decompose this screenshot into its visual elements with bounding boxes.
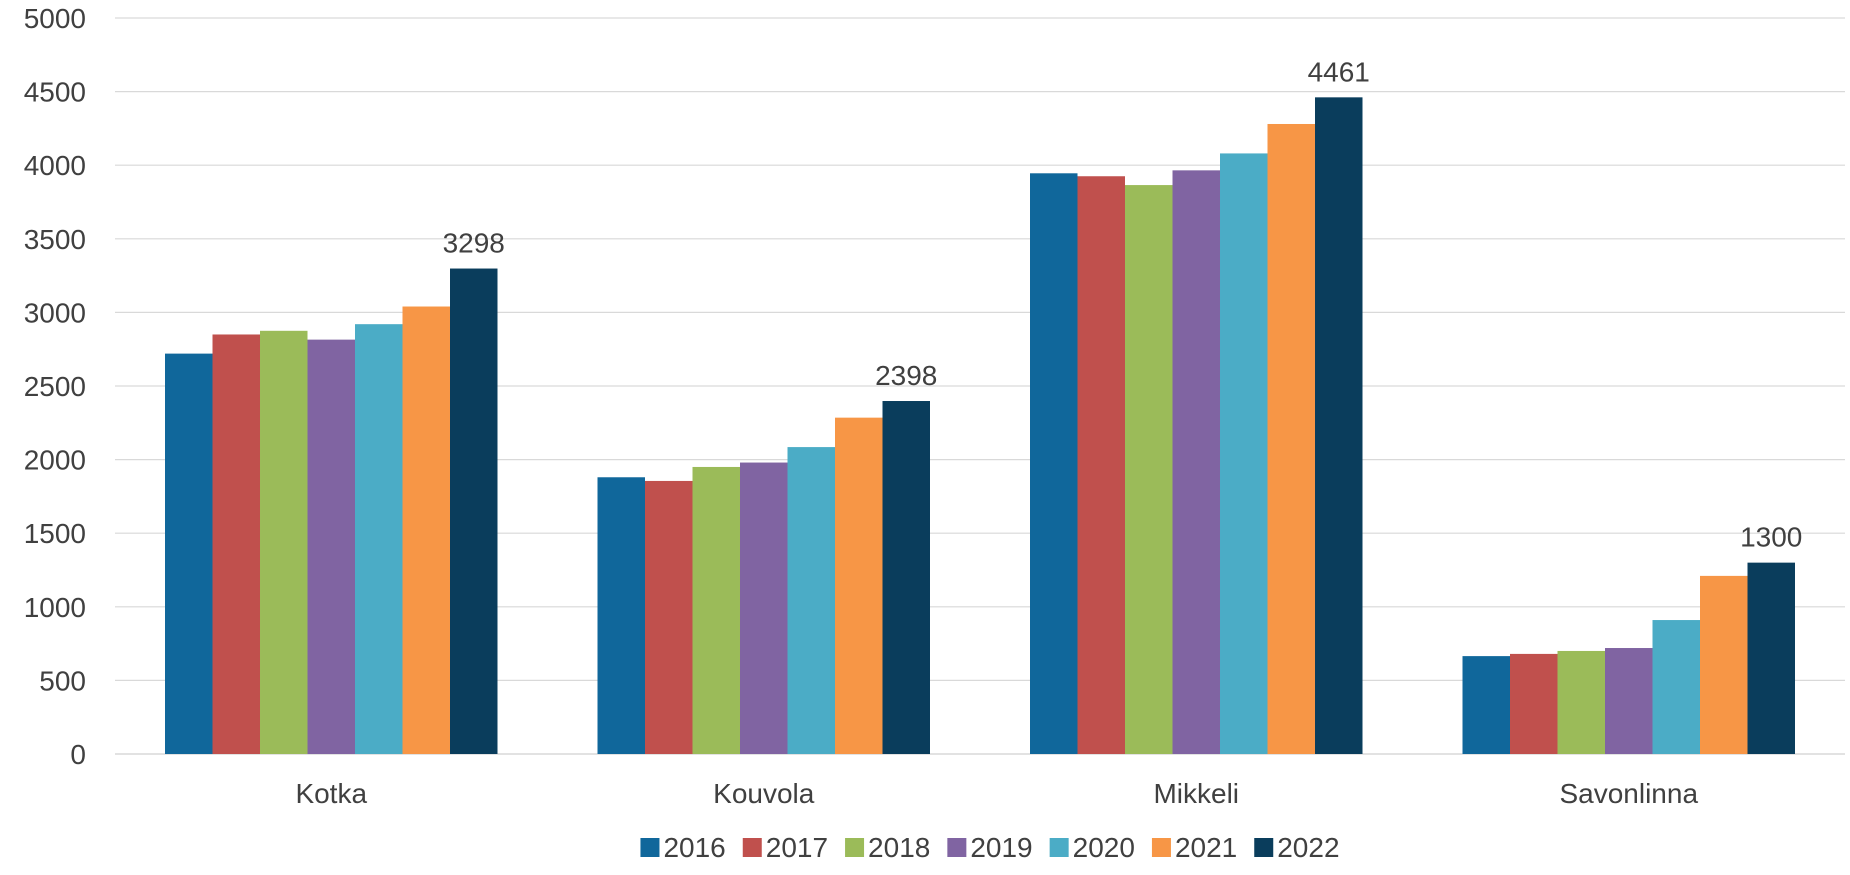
legend-item-2017: 2017 xyxy=(742,832,828,863)
y-tick-label: 500 xyxy=(39,665,86,696)
legend-item-2022: 2022 xyxy=(1254,832,1340,863)
data-label: 3298 xyxy=(443,228,505,259)
bars xyxy=(165,97,1795,755)
y-tick-label: 3000 xyxy=(24,297,86,328)
bar-2021-kotka xyxy=(402,306,450,754)
bar-2021-kouvola xyxy=(835,417,883,754)
legend-label: 2017 xyxy=(766,832,828,863)
bar-2020-mikkeli xyxy=(1220,153,1268,754)
legend-label: 2016 xyxy=(663,832,725,863)
bar-2018-kotka xyxy=(260,330,308,754)
x-tick-label: Mikkeli xyxy=(1153,778,1239,809)
bar-2019-savonlinna xyxy=(1605,648,1653,754)
bar-2018-kouvola xyxy=(692,466,740,754)
data-label: 4461 xyxy=(1308,56,1370,87)
bar-2022-kotka xyxy=(450,268,498,754)
bar-2020-kouvola xyxy=(787,447,835,754)
bar-2019-mikkeli xyxy=(1172,170,1220,755)
legend-item-2018: 2018 xyxy=(845,832,930,863)
bar-2022-mikkeli xyxy=(1315,97,1363,754)
legend-label: 2022 xyxy=(1277,832,1339,863)
bar-2022-savonlinna xyxy=(1747,562,1795,754)
legend-swatch xyxy=(1151,838,1171,857)
y-tick-label: 2000 xyxy=(24,445,86,476)
y-tick-label: 1000 xyxy=(24,592,86,623)
bar-2020-kotka xyxy=(355,324,403,754)
bar-2020-savonlinna xyxy=(1652,620,1700,754)
legend-item-2020: 2020 xyxy=(1049,832,1135,863)
y-tick-label: 4000 xyxy=(24,150,86,181)
legend-swatch xyxy=(1049,838,1069,857)
x-tick-label: Kotka xyxy=(295,778,367,809)
bar-2016-kotka xyxy=(165,353,213,754)
legend: 2016 2017 2018 2019 2020 2021 2022 xyxy=(640,832,1340,863)
bar-2019-kouvola xyxy=(740,462,788,754)
bar-2016-mikkeli xyxy=(1030,173,1078,754)
bar-2018-savonlinna xyxy=(1557,650,1605,754)
bar-2017-kotka xyxy=(212,334,260,754)
bar-2016-savonlinna xyxy=(1462,656,1510,754)
bar-2017-kouvola xyxy=(645,480,693,754)
y-tick-label: 5000 xyxy=(24,3,86,34)
x-tick-label: Kouvola xyxy=(713,778,815,809)
legend-item-2021: 2021 xyxy=(1151,832,1237,863)
legend-swatch xyxy=(1254,838,1274,857)
legend-item-2016: 2016 xyxy=(640,832,726,863)
x-tick-label: Savonlinna xyxy=(1559,778,1698,809)
legend-swatch xyxy=(640,838,660,857)
bar-2022-kouvola xyxy=(882,401,930,754)
data-label: 1300 xyxy=(1740,522,1802,553)
legend-label: 2018 xyxy=(868,832,930,863)
legend-swatch xyxy=(742,838,762,857)
legend-label: 2020 xyxy=(1073,832,1135,863)
bar-2021-savonlinna xyxy=(1700,575,1748,754)
x-axis-tick-labels: Kotka Kouvola Mikkeli Savonlinna xyxy=(295,778,1698,809)
legend-swatch xyxy=(845,838,865,857)
bar-2017-mikkeli xyxy=(1077,176,1125,755)
bar-2016-kouvola xyxy=(597,477,645,754)
data-label: 2398 xyxy=(875,360,937,391)
y-tick-label: 1500 xyxy=(24,518,86,549)
legend-label: 2021 xyxy=(1175,832,1237,863)
bar-2017-savonlinna xyxy=(1510,653,1558,754)
y-tick-label: 3500 xyxy=(24,224,86,255)
legend-item-2019: 2019 xyxy=(947,832,1033,863)
y-tick-label: 2500 xyxy=(24,371,86,402)
y-tick-label: 4500 xyxy=(24,77,86,108)
y-axis-tick-labels: 0 500 1000 1500 2000 2500 3000 3500 4000 4500 5000 xyxy=(24,3,86,770)
legend-swatch xyxy=(947,838,967,857)
y-tick-label: 0 xyxy=(70,739,86,770)
bar-2019-kotka xyxy=(307,339,355,754)
bar-2021-mikkeli xyxy=(1267,123,1315,754)
data-labels: 3298 2398 4461 1300 xyxy=(443,56,1803,552)
legend-label: 2019 xyxy=(970,832,1032,863)
bar-2018-mikkeli xyxy=(1125,185,1173,754)
